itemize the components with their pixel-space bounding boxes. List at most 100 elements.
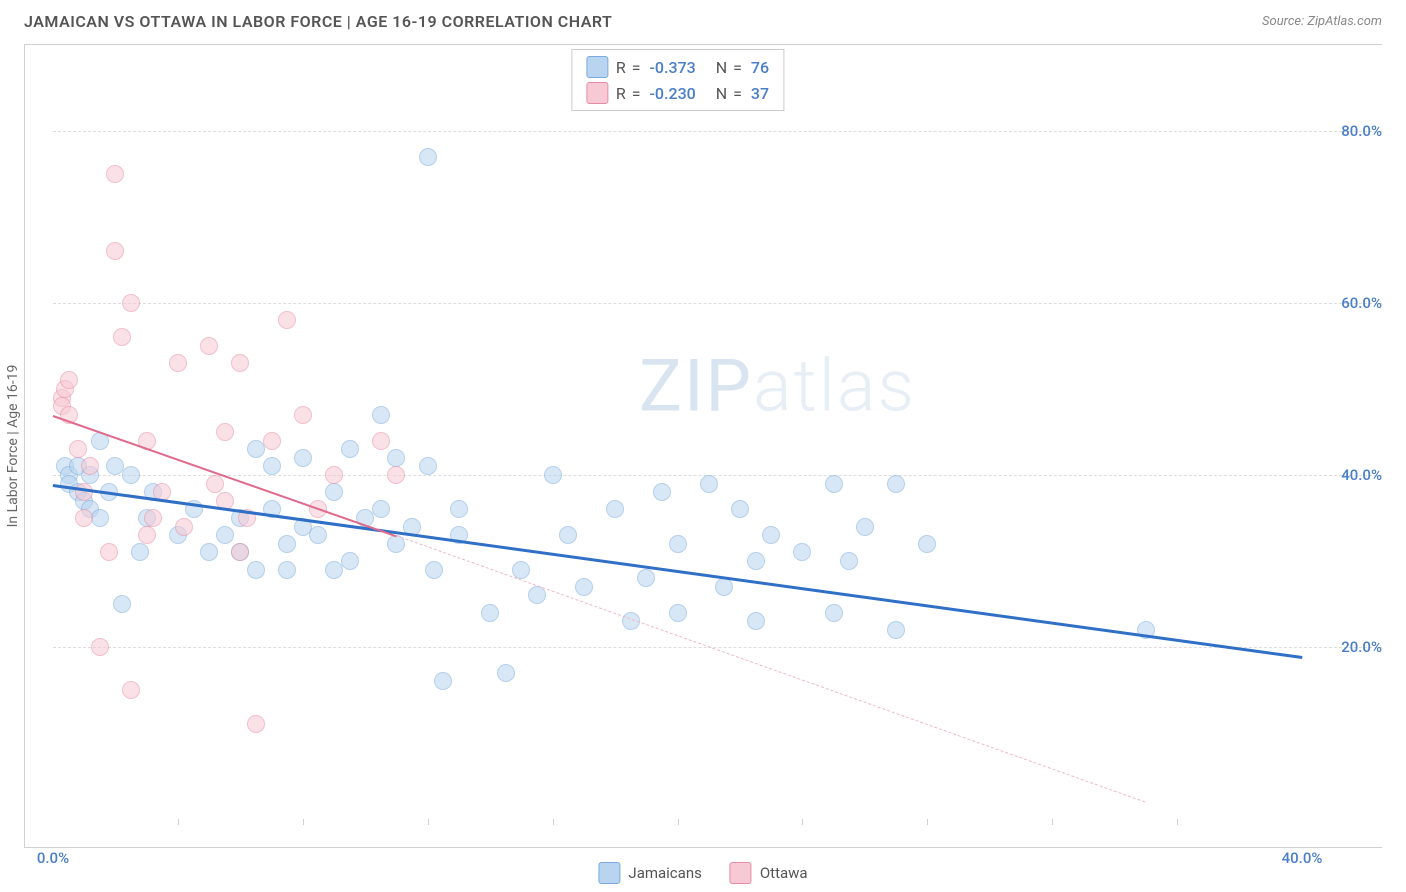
data-point bbox=[700, 475, 718, 493]
r-label: R = bbox=[616, 58, 642, 77]
data-point bbox=[309, 526, 327, 544]
n-label: N = bbox=[716, 58, 743, 77]
data-point bbox=[122, 681, 140, 699]
legend-label: Jamaicans bbox=[628, 864, 701, 882]
data-point bbox=[113, 595, 131, 613]
data-point bbox=[669, 604, 687, 622]
data-point bbox=[747, 552, 765, 570]
data-point bbox=[419, 148, 437, 166]
y-tick-label: 80.0% bbox=[1312, 122, 1382, 140]
data-point bbox=[278, 311, 296, 329]
data-point bbox=[75, 509, 93, 527]
n-value: 37 bbox=[751, 84, 769, 103]
legend-item: Jamaicans bbox=[598, 862, 701, 884]
data-point bbox=[419, 457, 437, 475]
data-point bbox=[918, 535, 936, 553]
data-point bbox=[762, 526, 780, 544]
data-point bbox=[325, 483, 343, 501]
r-value: -0.230 bbox=[649, 84, 695, 103]
data-point bbox=[840, 552, 858, 570]
data-point bbox=[606, 500, 624, 518]
data-point bbox=[387, 466, 405, 484]
data-point bbox=[91, 509, 109, 527]
data-point bbox=[263, 432, 281, 450]
data-point bbox=[434, 672, 452, 690]
data-point bbox=[669, 535, 687, 553]
data-point bbox=[715, 578, 733, 596]
legend-swatch bbox=[598, 862, 620, 884]
data-point bbox=[450, 500, 468, 518]
data-point bbox=[497, 664, 515, 682]
watermark: ZIPatlas bbox=[639, 343, 916, 428]
gridline-h bbox=[53, 131, 1382, 132]
data-point bbox=[341, 440, 359, 458]
legend-label: Ottawa bbox=[760, 864, 808, 882]
data-point bbox=[144, 509, 162, 527]
data-point bbox=[747, 612, 765, 630]
data-point bbox=[425, 561, 443, 579]
data-point bbox=[106, 165, 124, 183]
series-swatch bbox=[586, 82, 608, 104]
y-tick-label: 60.0% bbox=[1312, 294, 1382, 312]
y-tick-label: 20.0% bbox=[1312, 638, 1382, 656]
data-point bbox=[216, 423, 234, 441]
chart-container: In Labor Force | Age 16-19 ZIPatlas 20.0… bbox=[24, 44, 1382, 848]
data-point bbox=[387, 449, 405, 467]
x-tick bbox=[802, 819, 803, 825]
data-point bbox=[122, 294, 140, 312]
y-tick-label: 40.0% bbox=[1312, 466, 1382, 484]
data-point bbox=[372, 432, 390, 450]
data-point bbox=[216, 526, 234, 544]
data-point bbox=[481, 604, 499, 622]
data-point bbox=[294, 449, 312, 467]
n-value: 76 bbox=[751, 58, 769, 77]
gridline-h bbox=[53, 475, 1382, 476]
correlation-box: R = -0.373 N = 76R = -0.230 N = 37 bbox=[571, 49, 784, 111]
correlation-row: R = -0.373 N = 76 bbox=[586, 54, 769, 80]
r-value: -0.373 bbox=[649, 58, 695, 77]
data-point bbox=[325, 466, 343, 484]
x-min-label: 0.0% bbox=[37, 849, 69, 867]
x-tick bbox=[553, 819, 554, 825]
data-point bbox=[175, 518, 193, 536]
data-point bbox=[575, 578, 593, 596]
data-point bbox=[200, 337, 218, 355]
data-point bbox=[200, 543, 218, 561]
legend-swatch bbox=[730, 862, 752, 884]
data-point bbox=[60, 371, 78, 389]
data-point bbox=[793, 543, 811, 561]
gridline-h bbox=[53, 647, 1382, 648]
x-tick bbox=[1052, 819, 1053, 825]
data-point bbox=[512, 561, 530, 579]
data-point bbox=[887, 621, 905, 639]
trend-line bbox=[53, 484, 1302, 659]
data-point bbox=[169, 354, 187, 372]
n-label: N = bbox=[716, 84, 743, 103]
data-point bbox=[825, 475, 843, 493]
data-point bbox=[341, 552, 359, 570]
data-point bbox=[559, 526, 577, 544]
data-point bbox=[263, 457, 281, 475]
legend: Jamaicans Ottawa bbox=[598, 862, 807, 884]
legend-item: Ottawa bbox=[730, 862, 808, 884]
data-point bbox=[825, 604, 843, 622]
gridline-h bbox=[53, 303, 1382, 304]
data-point bbox=[122, 466, 140, 484]
x-tick bbox=[303, 819, 304, 825]
chart-title: JAMAICAN VS OTTAWA IN LABOR FORCE | AGE … bbox=[24, 12, 612, 31]
data-point bbox=[69, 440, 87, 458]
x-tick bbox=[927, 819, 928, 825]
data-point bbox=[731, 500, 749, 518]
data-point bbox=[100, 543, 118, 561]
source-label: Source: ZipAtlas.com bbox=[1262, 14, 1382, 29]
data-point bbox=[372, 406, 390, 424]
data-point bbox=[113, 328, 131, 346]
x-tick bbox=[1177, 819, 1178, 825]
x-tick bbox=[678, 819, 679, 825]
data-point bbox=[856, 518, 874, 536]
data-point bbox=[247, 561, 265, 579]
data-point bbox=[231, 354, 249, 372]
plot-area: ZIPatlas 20.0%40.0%60.0%80.0%0.0%40.0%R … bbox=[53, 45, 1302, 819]
correlation-row: R =-0.230N =37 bbox=[586, 80, 769, 106]
header: JAMAICAN VS OTTAWA IN LABOR FORCE | AGE … bbox=[0, 0, 1406, 39]
